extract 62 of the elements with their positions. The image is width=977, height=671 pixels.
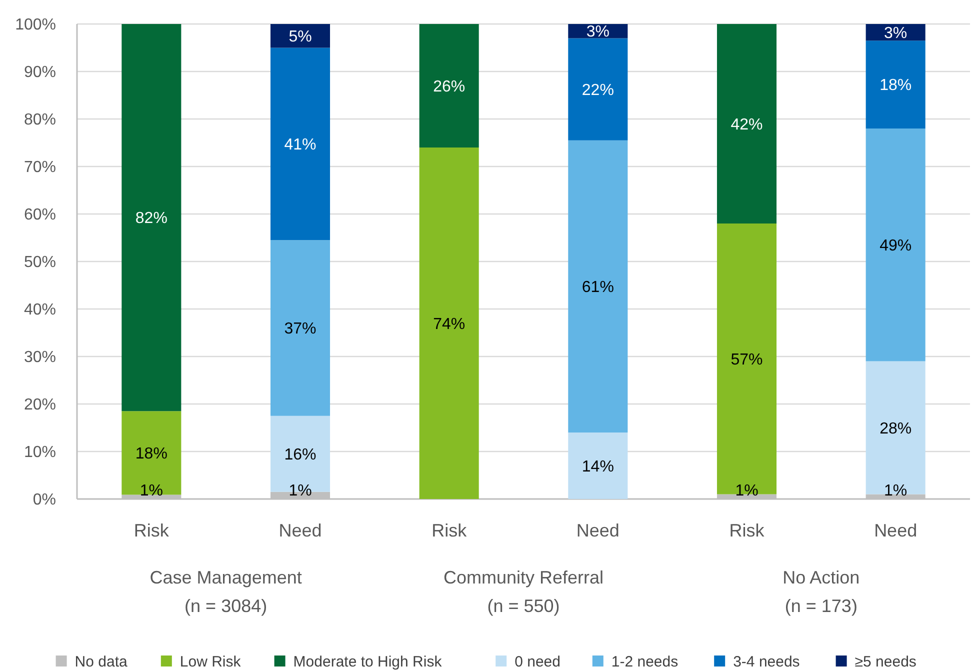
legend-label: No data (74, 653, 128, 670)
data-label: 3% (586, 24, 610, 41)
bar (122, 24, 182, 412)
bar (122, 411, 182, 495)
bar (866, 361, 926, 494)
bar (419, 148, 479, 499)
bar (419, 24, 479, 148)
y-tick-label: 60% (24, 206, 56, 224)
bar (270, 48, 330, 240)
x-tick-label: Risk (432, 520, 468, 540)
bar (866, 128, 926, 362)
y-tick-label: 90% (24, 64, 56, 82)
bar (270, 240, 330, 416)
y-tick-label: 80% (24, 112, 56, 129)
text: No Action (n = 173) (782, 567, 860, 616)
legend-label: 0 need (514, 653, 560, 670)
data-label: 5% (288, 28, 312, 46)
y-tick-label: 20% (24, 396, 56, 414)
y-tick-label: 70% (24, 159, 56, 176)
bar (568, 432, 628, 499)
y-tick-label: 40% (24, 302, 56, 319)
data-label: 61% (582, 279, 614, 296)
y-tick-label: 10% (24, 444, 56, 462)
x-tick-label: Risk (729, 520, 766, 540)
text: Community Referral (n = 550) (443, 567, 604, 616)
x-tick-label: Need (874, 520, 918, 540)
bar (568, 38, 628, 140)
data-label: 18% (880, 77, 912, 94)
y-tick-label: 50% (24, 254, 56, 272)
bar (866, 40, 926, 128)
legend-label: Low Risk (180, 653, 242, 670)
y-tick-label: 0% (32, 492, 56, 509)
x-tick-label: Need (278, 520, 322, 540)
legend-label: 3-4 needs (733, 653, 800, 670)
data-label: 57% (730, 351, 763, 368)
legend-label: Moderate to High Risk (293, 653, 442, 670)
bar (568, 140, 628, 432)
data-label: 82% (135, 210, 168, 228)
x-tick-label: Risk (134, 520, 170, 540)
bar (716, 224, 777, 494)
y-tick-label: 30% (24, 349, 56, 366)
data-label: 14% (582, 458, 614, 476)
data-label: 42% (730, 116, 763, 134)
data-label: 49% (880, 237, 912, 254)
data-label: 22% (582, 82, 614, 99)
data-label: 41% (284, 136, 316, 154)
data-label: 26% (433, 78, 466, 96)
data-label: 16% (284, 446, 316, 464)
y-tick-label: 100% (15, 16, 56, 34)
data-label: 28% (880, 420, 912, 438)
data-label: 3% (884, 24, 908, 42)
data-label: 74% (433, 316, 466, 333)
legend-label: ≥5 needs (854, 653, 916, 670)
data-label: 1% (288, 482, 312, 500)
bar (270, 24, 330, 48)
data-label: 18% (135, 446, 168, 463)
data-label: 37% (284, 320, 316, 338)
legend-label: 1-2 needs (611, 653, 678, 670)
x-tick-label: Need (576, 520, 620, 540)
text: Case Management (n = 3084) (150, 567, 302, 616)
data-label: 1% (884, 482, 908, 500)
bar (716, 24, 777, 224)
